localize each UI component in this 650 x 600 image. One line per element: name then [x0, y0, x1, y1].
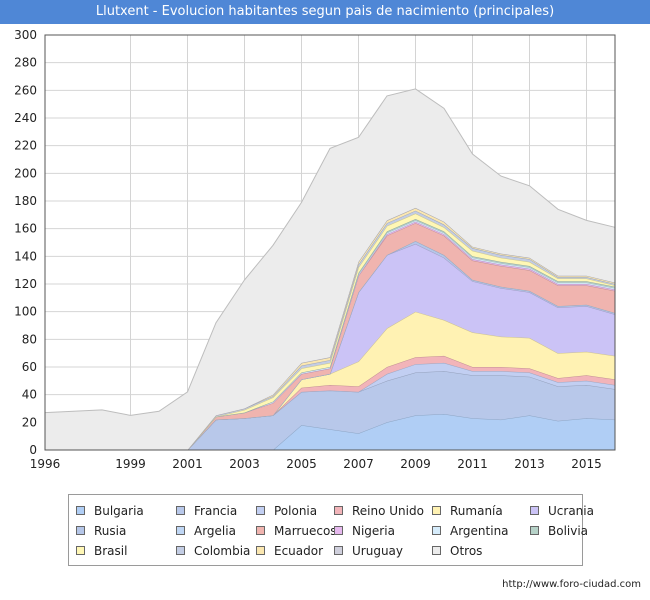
axis-ticks: 0 20 40 60 80 100 120 140 160 180 200 220 240 260 280 3…	[14, 28, 602, 471]
y-tick-label: 180	[14, 194, 37, 208]
legend-swatch	[334, 526, 343, 535]
area-rumania	[45, 311, 615, 450]
x-tick-label: 1999	[115, 457, 146, 471]
legend-label: Otros	[450, 544, 483, 558]
legend-swatch	[432, 506, 441, 515]
y-tick-label: 140	[14, 249, 37, 263]
legend-swatch	[76, 526, 85, 535]
y-tick-label: 260	[14, 83, 37, 97]
legend-swatch	[256, 506, 265, 515]
legend-label: Rusia	[94, 524, 127, 538]
legend-swatch	[334, 506, 343, 515]
y-tick-label: 40	[22, 388, 37, 402]
source-link[interactable]: http://www.foro-ciudad.com	[502, 579, 641, 590]
x-tick-label: 1996	[30, 457, 61, 471]
x-tick-label: 2005	[286, 457, 317, 471]
legend-label: Brasil	[94, 544, 128, 558]
legend-label: Rumanía	[450, 504, 503, 518]
legend-label: Ecuador	[274, 544, 324, 558]
legend-swatch	[530, 506, 539, 515]
legend-label: Colombia	[194, 544, 251, 558]
legend-swatch	[432, 546, 441, 555]
legend-swatch	[176, 546, 185, 555]
y-tick-label: 0	[29, 443, 37, 457]
y-tick-label: 60	[22, 360, 37, 374]
y-tick-label: 100	[14, 305, 37, 319]
legend-label: Bulgaria	[94, 504, 144, 518]
area-otros	[45, 88, 615, 451]
x-tick-label: 2009	[400, 457, 431, 471]
x-tick-label: 2007	[343, 457, 374, 471]
legend-swatch	[76, 506, 85, 515]
legend-label: Marruecos	[274, 524, 337, 538]
legend-swatch	[76, 546, 85, 555]
legend-label: Polonia	[274, 504, 318, 518]
y-tick-label: 220	[14, 139, 37, 153]
area-edge-otros	[44, 88, 616, 416]
y-tick-label: 240	[14, 111, 37, 125]
area-francia	[45, 371, 615, 450]
legend-label: Francia	[194, 504, 238, 518]
legend-label: Argelia	[194, 524, 236, 538]
legend-label: Ucrania	[548, 504, 594, 518]
y-tick-label: 80	[22, 332, 37, 346]
area-bulgaria	[45, 414, 615, 450]
chart-title: Llutxent - Evolucion habitantes segun pa…	[0, 0, 650, 24]
legend-swatch	[432, 526, 441, 535]
legend: Bulgaria Francia Polonia Reino Unido Rumanía…	[68, 494, 594, 566]
area-marruecos	[45, 223, 615, 450]
legend-swatch	[334, 546, 343, 555]
x-tick-label: 2013	[514, 457, 545, 471]
legend-label: Nigeria	[352, 524, 395, 538]
legend-label: Bolivia	[548, 524, 589, 538]
legend-swatch	[176, 506, 185, 515]
legend-swatch	[176, 526, 185, 535]
x-tick-label: 2001	[172, 457, 203, 471]
legend-label: Uruguay	[352, 544, 403, 558]
x-tick-label: 2015	[571, 457, 602, 471]
x-tick-label: 2011	[457, 457, 488, 471]
y-tick-label: 280	[14, 56, 37, 70]
area-ucrania	[45, 243, 615, 450]
x-tick-label: 2003	[229, 457, 260, 471]
y-tick-label: 120	[14, 277, 37, 291]
y-tick-label: 160	[14, 222, 37, 236]
y-tick-label: 20	[22, 415, 37, 429]
y-tick-label: 300	[14, 28, 37, 42]
plot-frame	[44, 34, 616, 451]
y-tick-label: 200	[14, 166, 37, 180]
legend-swatch	[530, 526, 539, 535]
legend-swatch	[256, 546, 265, 555]
legend-label: Argentina	[450, 524, 509, 538]
legend-label: Reino Unido	[352, 504, 424, 518]
legend-swatch	[256, 526, 265, 535]
